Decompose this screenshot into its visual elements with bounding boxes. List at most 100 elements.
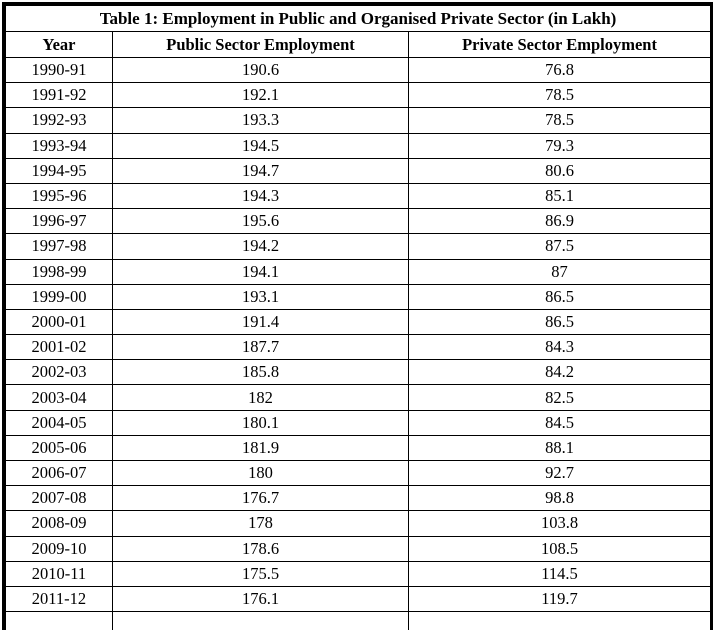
cell-public-employment: 194.3: [112, 182, 409, 210]
cell-year: 2005-06: [5, 434, 113, 462]
cell-private-employment: 98.8: [407, 485, 712, 512]
cell-public-employment: 193.1: [112, 283, 409, 310]
cell-public-employment: 191.4: [112, 308, 409, 336]
cell-private-employment: 85.1: [407, 182, 712, 210]
cell-private-employment: 88.1: [407, 434, 712, 462]
cell-public-employment: 194.2: [112, 233, 409, 260]
cell-year: 2010-11: [5, 560, 113, 587]
cell-private-employment: 86.9: [407, 208, 712, 235]
cell-year: 2011-12: [5, 585, 113, 613]
table-row: 2010-11 175.5 114.5: [5, 560, 712, 587]
cell-public-employment: 195.6: [112, 208, 409, 235]
cell-private-employment: 84.5: [407, 409, 712, 436]
table-row: 1991-92 192.1 78.5: [5, 82, 712, 109]
cell-public-employment: 192.1: [112, 82, 409, 109]
table-row: 1998-99 194.1 87: [5, 258, 712, 285]
cell-public-employment: 176.7: [112, 485, 409, 512]
cropped-empty-row: [5, 611, 712, 630]
table-header-row: Year Public Sector Employment Private Se…: [5, 31, 712, 58]
cell-year: 1998-99: [5, 258, 113, 285]
cell-private-employment: 92.7: [407, 459, 712, 487]
cropped-empty-cell: [5, 611, 113, 630]
cell-private-employment: 84.3: [407, 334, 712, 361]
table-row: 1999-00 193.1 86.5: [5, 283, 712, 310]
cell-year: 2006-07: [5, 459, 113, 487]
cell-year: 2001-02: [5, 334, 113, 361]
table-title: Table 1: Employment in Public and Organi…: [4, 5, 712, 32]
cell-private-employment: 119.7: [407, 585, 712, 613]
cell-public-employment: 180.1: [112, 409, 409, 436]
table-row: 2007-08 176.7 98.8: [5, 485, 712, 512]
cell-public-employment: 190.6: [112, 56, 409, 84]
cell-year: 1993-94: [5, 132, 113, 159]
column-header-private-sector: Private Sector Employment: [407, 31, 712, 58]
table-row: 2002-03 185.8 84.2: [5, 359, 712, 386]
cell-year: 1995-96: [5, 182, 113, 210]
cell-public-employment: 176.1: [112, 585, 409, 613]
cell-private-employment: 78.5: [407, 107, 712, 134]
cell-year: 2007-08: [5, 485, 113, 512]
table-row: 1992-93 193.3 78.5: [5, 107, 712, 134]
table-row: 1996-97 195.6 86.9: [5, 208, 712, 235]
cell-public-employment: 181.9: [112, 434, 409, 462]
cell-year: 2009-10: [5, 535, 113, 562]
cell-public-employment: 180: [112, 459, 409, 487]
table-row: 1990-91 190.6 76.8: [5, 56, 712, 84]
cell-public-employment: 178: [112, 510, 409, 537]
cell-private-employment: 87: [407, 258, 712, 285]
cell-year: 1994-95: [5, 157, 113, 184]
table-row: 1994-95 194.7 80.6: [5, 157, 712, 184]
cell-year: 2003-04: [5, 384, 113, 411]
cell-year: 2002-03: [5, 359, 113, 386]
cell-year: 1999-00: [5, 283, 113, 310]
table-row: 1993-94 194.5 79.3: [5, 132, 712, 159]
cell-private-employment: 78.5: [407, 82, 712, 109]
cell-private-employment: 76.8: [407, 56, 712, 84]
cell-public-employment: 194.1: [112, 258, 409, 285]
table-row: 2011-12 176.1 119.7: [5, 585, 712, 613]
cropped-empty-cell: [407, 611, 712, 630]
table-row: 1997-98 194.2 87.5: [5, 233, 712, 260]
table-row: 2003-04 182 82.5: [5, 384, 712, 411]
cell-private-employment: 82.5: [407, 384, 712, 411]
cell-private-employment: 84.2: [407, 359, 712, 386]
table-row: 2000-01 191.4 86.5: [5, 308, 712, 336]
column-header-year: Year: [5, 31, 113, 58]
cell-public-employment: 175.5: [112, 560, 409, 587]
cell-public-employment: 194.5: [112, 132, 409, 159]
cell-private-employment: 80.6: [407, 157, 712, 184]
employment-table: Table 1: Employment in Public and Organi…: [4, 5, 712, 630]
column-header-public-sector: Public Sector Employment: [112, 31, 409, 58]
cell-year: 1990-91: [5, 56, 113, 84]
cell-public-employment: 193.3: [112, 107, 409, 134]
table-body: 1990-91 190.6 76.8 1991-92 192.1 78.5 1992-93 1…: [5, 56, 712, 630]
cell-public-employment: 182: [112, 384, 409, 411]
cell-year: 1992-93: [5, 107, 113, 134]
cell-private-employment: 114.5: [407, 560, 712, 587]
cell-public-employment: 185.8: [112, 359, 409, 386]
table-row: 2009-10 178.6 108.5: [5, 535, 712, 562]
cell-public-employment: 194.7: [112, 157, 409, 184]
cell-private-employment: 103.8: [407, 510, 712, 537]
cell-private-employment: 86.5: [407, 283, 712, 310]
cell-year: 1996-97: [5, 208, 113, 235]
table-row: 2008-09 178 103.8: [5, 510, 712, 537]
table-row: 2001-02 187.7 84.3: [5, 334, 712, 361]
cell-year: 2004-05: [5, 409, 113, 436]
cell-year: 2008-09: [5, 510, 113, 537]
cropped-empty-cell: [112, 611, 409, 630]
cell-private-employment: 86.5: [407, 308, 712, 336]
cell-year: 1997-98: [5, 233, 113, 260]
cell-public-employment: 178.6: [112, 535, 409, 562]
table-title-row: Table 1: Employment in Public and Organi…: [4, 5, 712, 32]
cell-year: 2000-01: [5, 308, 113, 336]
cell-private-employment: 79.3: [407, 132, 712, 159]
table-row: 2006-07 180 92.7: [5, 459, 712, 487]
cell-public-employment: 187.7: [112, 334, 409, 361]
cell-private-employment: 87.5: [407, 233, 712, 260]
table-row: 1995-96 194.3 85.1: [5, 182, 712, 210]
cell-private-employment: 108.5: [407, 535, 712, 562]
table-row: 2005-06 181.9 88.1: [5, 434, 712, 462]
